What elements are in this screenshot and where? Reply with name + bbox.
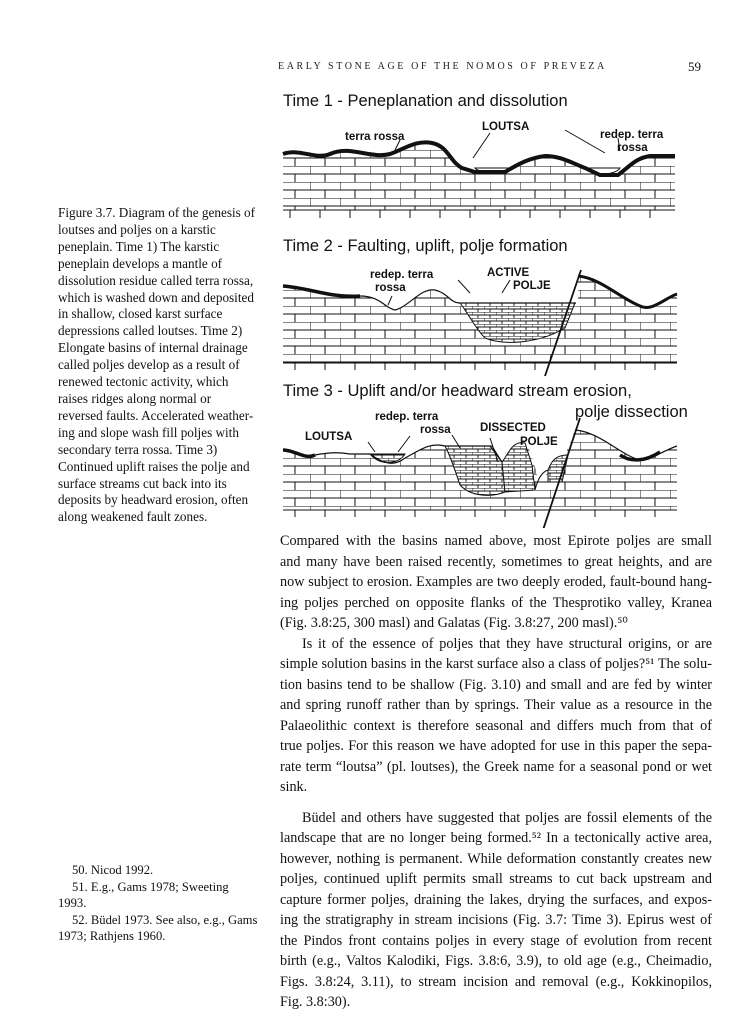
- caption-line: loutses and poljes on a karstic: [58, 221, 216, 237]
- label-polje: POLJE: [513, 280, 551, 292]
- body-line: birth (e.g., Valtos Kalodiki, Figs. 3.8:…: [280, 953, 712, 969]
- caption-line: renewed tectonic activity, which: [58, 374, 229, 390]
- caption-line: ing and slope wash fill poljes with: [58, 424, 239, 440]
- label-active: ACTIVE: [487, 267, 530, 279]
- caption-line: surface streams cut back into its: [58, 475, 227, 491]
- panel-1-diagram: terra rossa LOUTSA redep. terra rossa: [282, 121, 675, 218]
- running-header: EARLY STONE AGE OF THE NOMOS OF PREVEZA: [278, 61, 607, 72]
- panel-3-title: Time 3 - Uplift and/or headward stream e…: [283, 382, 632, 400]
- body-line: true poljes. For this reason we have ado…: [280, 738, 712, 754]
- body-line: and many have been raised recently, some…: [280, 553, 712, 570]
- page-number: 59: [688, 59, 701, 74]
- caption-line: depressions called loutses. Time 2): [58, 323, 243, 339]
- panel-3-title-line2: polje dissection: [575, 403, 688, 421]
- footnote-52-cont: 1973; Rathjens 1960.: [58, 929, 166, 943]
- body-line: the Pindos front contains poljes in ever…: [280, 932, 712, 949]
- footnotes: 50. Nicod 1992. 51. E.g., Gams 1978; Swe…: [58, 862, 263, 945]
- caption-line: peneplain develops a mantle of: [58, 255, 223, 271]
- label-terra-rossa: terra rossa: [345, 131, 405, 143]
- footnote-51-cont: 1993.: [58, 896, 87, 910]
- body-line: capture former poljes, draining the lake…: [280, 891, 712, 908]
- footnote-51: 51. E.g., Gams 1978; Sweeting: [72, 879, 229, 894]
- body-line: Palaeolithic context is therefore season…: [280, 717, 712, 734]
- body-line: ing the stratigraphy in stream incisions…: [280, 912, 712, 928]
- body-line: Büdel and others have suggested that pol…: [302, 809, 712, 826]
- body-line: landscape that are no longer being forme…: [280, 830, 712, 846]
- label-rossa: rossa: [617, 142, 648, 154]
- panel-3-diagram: LOUTSA redep. terra rossa DISSECTED POLJ…: [282, 411, 678, 528]
- panel-1-title: Time 1 - Peneplanation and dissolution: [283, 92, 568, 110]
- label-rossa: rossa: [420, 424, 451, 436]
- label-redep-terra: redep. terra: [370, 269, 434, 281]
- caption-line: peneplain. Time 1) The karstic: [58, 238, 220, 254]
- paragraph: Büdel and others have suggested that pol…: [280, 808, 712, 1013]
- label-redep-terra: redep. terra: [375, 411, 439, 423]
- body-line: Compared with the basins named above, mo…: [280, 533, 712, 549]
- paragraph: Compared with the basins named above, mo…: [280, 531, 712, 634]
- body-line: Figs. 3.8:24, 3.11), to stream incision …: [280, 973, 712, 990]
- caption-line: Elongate basins of internal drainage: [58, 340, 248, 356]
- panel-2-title: Time 2 - Faulting, uplift, polje formati…: [283, 237, 568, 255]
- body-line: sink.: [280, 779, 308, 795]
- caption-line: Figure 3.7. Diagram of the genesis of: [58, 205, 256, 220]
- caption-line: Continued uplift raises the polje and: [58, 458, 250, 474]
- caption-line: called poljes develop as a result of: [58, 357, 240, 373]
- label-polje: POLJE: [520, 436, 558, 448]
- label-dissected: DISSECTED: [480, 422, 546, 434]
- panel-2-diagram: redep. terra rossa ACTIVE POLJE: [282, 267, 678, 377]
- caption-line: reversed faults. Accelerated weather-: [58, 407, 254, 423]
- body-line: however, nothing is permanent. While def…: [280, 850, 712, 867]
- caption-line: dissolution residue called terra rossa,: [58, 272, 254, 288]
- paragraph: Is it of the essence of poljes that they…: [280, 634, 712, 798]
- label-rossa: rossa: [375, 282, 406, 294]
- caption-line: raises ridges along normal or: [58, 390, 212, 406]
- caption-line: deposits by headward erosion, often: [58, 492, 249, 508]
- caption-line: along weakened fault zones.: [58, 509, 208, 525]
- body-line: now subject to erosion. Examples are two…: [280, 574, 712, 590]
- footnote-50: 50. Nicod 1992.: [72, 863, 154, 877]
- label-loutsa: LOUTSA: [482, 121, 529, 133]
- body-line: Fig. 3.8:30).: [280, 994, 351, 1010]
- label-redep-terra: redep. terra: [600, 129, 664, 141]
- caption-line: secondary terra rossa. Time 3): [58, 441, 218, 457]
- figure-caption: Figure 3.7. Diagram of the genesis of lou…: [58, 205, 263, 526]
- body-line: tion basins tend to be shallow (Fig. 3.1…: [280, 676, 712, 693]
- body-line: poljes, continued uplift permits small s…: [280, 871, 712, 887]
- body-line: Is it of the essence of poljes that they…: [302, 635, 712, 652]
- body-line: and spring runoff rather than by springs…: [280, 697, 712, 713]
- body-line: (Fig. 3.8:25, 300 masl) and Galatas (Fig…: [280, 615, 628, 631]
- label-loutsa: LOUTSA: [305, 431, 352, 443]
- footnote-52: 52. Büdel 1973. See also, e.g., Gams: [72, 912, 258, 927]
- body-line: simple solution basins in the karst surf…: [280, 656, 712, 672]
- caption-line: which is washed down and deposited: [58, 289, 254, 305]
- body-line: rate term “loutsa” (pl. loutses), the Gr…: [280, 758, 712, 775]
- caption-line: in shallow, closed karst surface: [58, 306, 223, 322]
- body-text: Compared with the basins named above, mo…: [280, 531, 712, 1013]
- body-line: ing poljes perched on opposite flanks of…: [280, 594, 712, 611]
